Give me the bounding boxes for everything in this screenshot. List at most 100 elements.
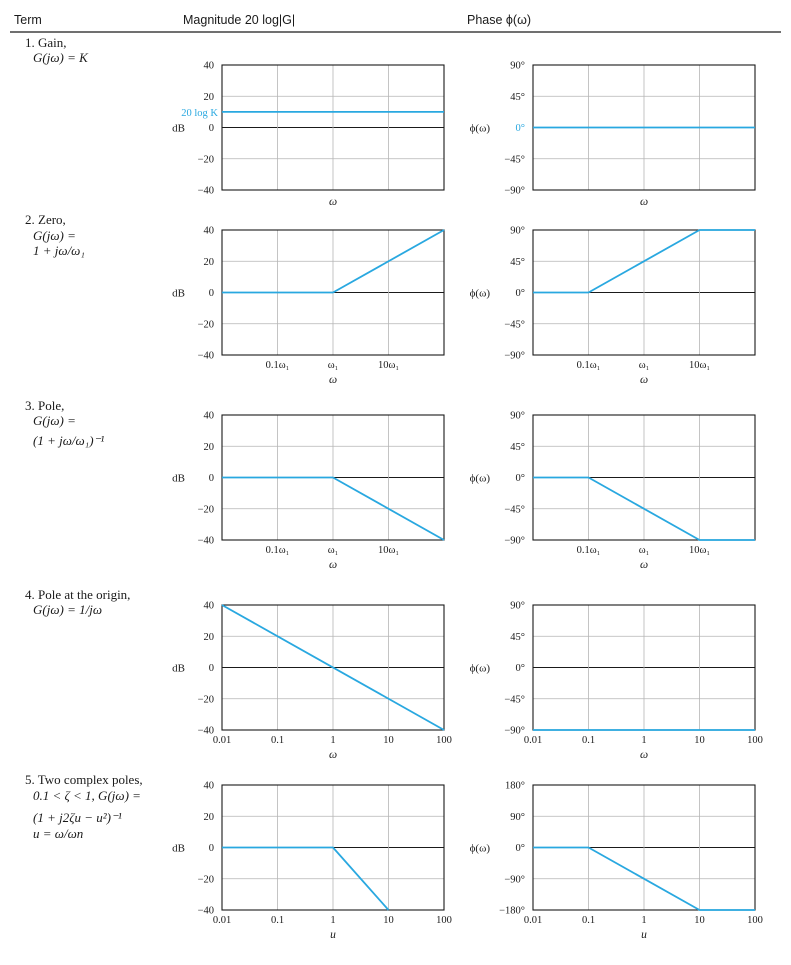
- y-tick-label: 0°: [516, 473, 525, 484]
- y-tick-label: −20: [198, 874, 214, 885]
- chart-gain-phase: 90° 45° 0° −45° −90° ϕ(ω) ω: [470, 61, 756, 208]
- y-tick-label: 0: [209, 843, 214, 854]
- term-gain: 1. Gain,G(jω) = K: [25, 35, 89, 65]
- term-line: u = ω/ωn: [33, 826, 83, 841]
- term-zero: 2. Zero,G(jω) =1 + jω/ω₁: [25, 212, 85, 258]
- y-tick-label: 0°: [516, 123, 525, 134]
- x-tick-label: 0.1: [271, 735, 284, 746]
- y-tick-label: 20: [204, 632, 215, 643]
- x-tick-label: 1: [641, 915, 646, 926]
- term-line: 3. Pole,: [25, 398, 64, 413]
- term-line: 4. Pole at the origin,: [25, 587, 130, 602]
- y-tick-label: 0: [209, 288, 214, 299]
- term-line: (1 + j2ζu − u²)⁻¹: [33, 810, 122, 825]
- series-line: [533, 229, 755, 294]
- y-axis-label: ϕ(ω): [470, 843, 491, 855]
- x-axis-label: ω: [640, 196, 648, 208]
- x-tick-label: 100: [436, 735, 452, 746]
- y-tick-label: 40: [204, 601, 215, 612]
- y-tick-label: −90°: [504, 536, 525, 547]
- plot-frame: [221, 604, 445, 731]
- term-complex: 5. Two complex poles,0.1 < ζ < 1, G(jω) …: [25, 772, 143, 841]
- y-tick-label: 90°: [510, 411, 525, 422]
- x-axis-label: u: [330, 929, 336, 941]
- x-tick-label: 0.1: [271, 915, 284, 926]
- chart-origin-phase: 90° 45° 0° −45° −90° ϕ(ω) 0.01 0.1 1 10 100 ω: [470, 601, 763, 762]
- y-tick-label: −90°: [504, 726, 525, 737]
- y-tick-label: 0°: [516, 288, 525, 299]
- y-tick-label: −90°: [504, 874, 525, 885]
- y-tick-label: 45°: [510, 257, 525, 268]
- chart-origin-mag: 40 20 0 −20 −40 dB 0.01 0.1 1 10 100 ω: [172, 601, 452, 762]
- x-tick-label: 100: [436, 915, 452, 926]
- x-tick-label: 0.1ω₁: [577, 360, 601, 371]
- y-tick-label: −40: [198, 536, 214, 547]
- x-tick-label: 0.1: [582, 915, 595, 926]
- y-tick-label: 20: [204, 257, 215, 268]
- x-tick-label: 100: [747, 735, 763, 746]
- x-tick-label: ω₁: [328, 360, 339, 371]
- series-line: [533, 846, 755, 911]
- chart-zero-mag: 40 20 0 −20 −40 dB 0.1ω₁ ω₁ 10ω₁ ω: [172, 226, 445, 386]
- term-line: 1. Gain,: [25, 35, 67, 50]
- term-column: 1. Gain,G(jω) = K 2. Zero,G(jω) =1 + jω/ω…: [25, 35, 143, 841]
- term-line: 5. Two complex poles,: [25, 772, 143, 787]
- x-axis-label: ω: [329, 196, 337, 208]
- x-tick-label: 10ω₁: [689, 360, 710, 371]
- x-tick-label: 0.01: [524, 915, 542, 926]
- y-tick-label: −90°: [504, 351, 525, 362]
- y-tick-label: −20: [198, 504, 214, 515]
- y-axis-label: ϕ(ω): [470, 663, 491, 675]
- chart-complex-mag: 40 20 0 −20 −40 dB 0.01 0.1 1 10 100 u: [172, 781, 452, 942]
- x-axis-label: ω: [640, 374, 648, 386]
- term-line: 1 + jω/ω₁: [33, 243, 85, 258]
- y-tick-label: 45°: [510, 92, 525, 103]
- x-tick-label: 0.01: [524, 735, 542, 746]
- y-tick-label: −20: [198, 319, 214, 330]
- x-axis-label: ω: [640, 559, 648, 571]
- y-tick-label: 40: [204, 61, 215, 72]
- y-tick-label: −40: [198, 906, 214, 917]
- x-tick-label: 0.01: [213, 735, 231, 746]
- y-tick-label: 40: [204, 411, 215, 422]
- y-tick-label: −40: [198, 726, 214, 737]
- chart-pole-mag: 40 20 0 −20 −40 dB 0.1ω₁ ω₁ 10ω₁ ω: [172, 411, 445, 571]
- series-line: [533, 476, 755, 541]
- x-tick-label: 10: [694, 915, 705, 926]
- term-line: G(jω) = K: [33, 50, 89, 65]
- chart-gain-mag: 40 20 0 −20 −40 dB ω 20 log K: [172, 61, 445, 208]
- y-axis-label: dB: [172, 473, 185, 485]
- y-tick-label: −45°: [504, 504, 525, 515]
- y-tick-label: −45°: [504, 694, 525, 705]
- y-tick-label: 90°: [510, 601, 525, 612]
- y-tick-label: −90°: [504, 186, 525, 197]
- y-axis-label: dB: [172, 288, 185, 300]
- x-axis-label: ω: [640, 749, 648, 761]
- y-tick-label: −20: [198, 694, 214, 705]
- x-tick-label: 0.01: [213, 915, 231, 926]
- x-tick-label: ω₁: [639, 360, 650, 371]
- x-axis-label: ω: [329, 559, 337, 571]
- term-line: 0.1 < ζ < 1, G(jω) =: [33, 788, 141, 803]
- series-line: [222, 229, 445, 294]
- series-line: [221, 604, 445, 731]
- x-tick-label: 1: [641, 735, 646, 746]
- x-tick-label: 10ω₁: [378, 360, 399, 371]
- y-tick-label: −45°: [504, 319, 525, 330]
- y-tick-label: −20: [198, 154, 214, 165]
- x-tick-label: 1: [330, 735, 335, 746]
- y-axis-label: ϕ(ω): [470, 473, 491, 485]
- x-tick-label: 0.1ω₁: [577, 545, 601, 556]
- y-axis-label: ϕ(ω): [470, 123, 491, 135]
- y-tick-label: 0: [209, 663, 214, 674]
- y-tick-label: 90°: [510, 61, 525, 72]
- y-tick-label: 20: [204, 92, 215, 103]
- y-tick-label: 0°: [516, 843, 525, 854]
- y-axis-label: dB: [172, 663, 185, 675]
- chart-zero-phase: 90° 45° 0° −45° −90° ϕ(ω) 0.1ω₁ ω₁ 10ω₁ ω: [470, 226, 756, 386]
- series-line: [222, 846, 390, 911]
- y-tick-label: 40: [204, 226, 215, 237]
- y-axis-label: dB: [172, 843, 185, 855]
- term-line: G(jω) = 1/jω: [33, 602, 102, 617]
- y-tick-label: 90°: [510, 226, 525, 237]
